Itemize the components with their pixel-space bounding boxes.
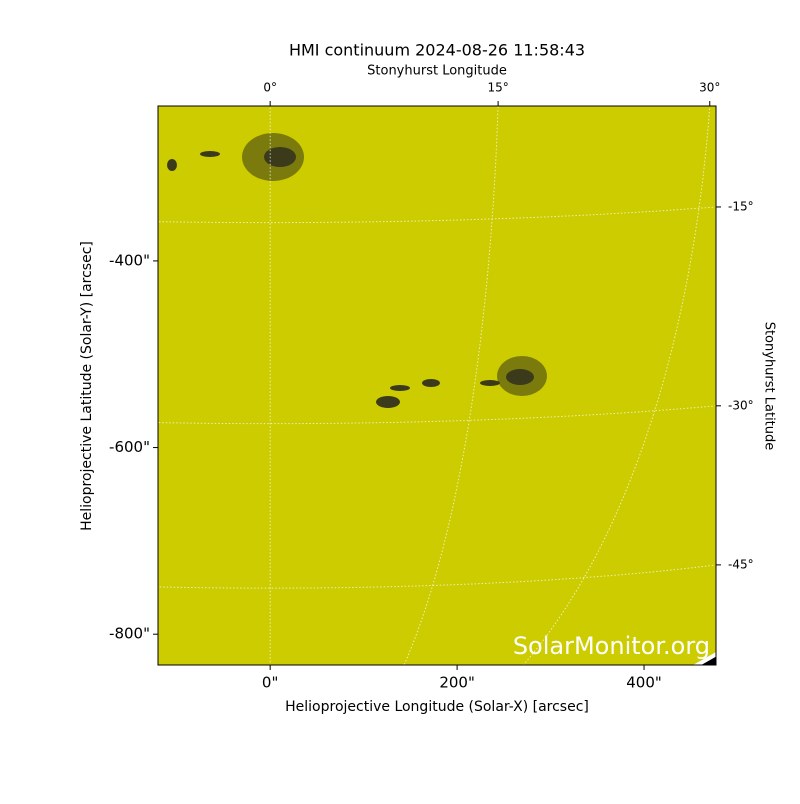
umbra <box>264 147 296 167</box>
watermark: SolarMonitor.org <box>513 632 710 660</box>
spot <box>480 380 500 386</box>
spot <box>390 385 410 391</box>
x2-tick-label: 15° <box>487 81 508 95</box>
x-tick-label: 200" <box>439 674 475 692</box>
spot <box>422 379 440 387</box>
umbra <box>506 369 534 385</box>
spot <box>200 151 220 157</box>
x-axis-label: Helioprojective Longitude (Solar-X) [arc… <box>285 699 589 715</box>
x2-tick-label: 0° <box>263 81 277 95</box>
y2-tick-label: -30° <box>728 398 754 412</box>
y2-tick-label: -15° <box>728 199 754 213</box>
y-axis-label: Helioprojective Latitude (Solar-Y) [arcs… <box>79 241 95 531</box>
x2-axis-label: Stonyhurst Longitude <box>367 64 507 79</box>
y-tick-label: -400" <box>109 251 150 269</box>
x2-tick-label: 30° <box>699 81 720 95</box>
y-tick-label: -600" <box>109 438 150 456</box>
chart-title: HMI continuum 2024-08-26 11:58:43 <box>289 41 585 60</box>
x-tick-label: 400" <box>626 674 662 692</box>
meridian-grid-line <box>403 106 499 665</box>
spot <box>167 159 177 171</box>
spot <box>376 396 400 408</box>
sunspots <box>167 133 547 408</box>
plot-frame <box>157 105 717 666</box>
y-tick-label: -800" <box>109 625 150 643</box>
y2-axis-label: Stonyhurst Latitude <box>762 322 777 451</box>
y2-tick-label: -45° <box>728 557 754 571</box>
x-tick-label: 0" <box>262 674 278 692</box>
